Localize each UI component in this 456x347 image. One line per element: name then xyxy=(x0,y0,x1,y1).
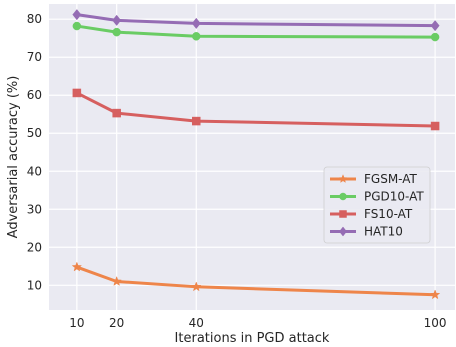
data-point-hat10 xyxy=(112,14,122,26)
legend: FGSM-AT PGD10-AT FS10-AT HAT10 xyxy=(323,166,431,244)
x-tick-label: 100 xyxy=(424,316,447,330)
data-point-fs10-at xyxy=(72,88,82,98)
grid xyxy=(49,4,455,310)
series-line-hat10 xyxy=(75,13,437,28)
data-point-fs10-at xyxy=(192,116,201,126)
series-line-fgsm-at xyxy=(75,265,437,297)
legend-marker xyxy=(338,174,348,183)
x-axis-label: Iterations in PGD attack xyxy=(175,331,330,346)
series-pgd10-at xyxy=(72,21,440,42)
data-point-fgsm-at xyxy=(429,289,441,300)
y-axis-label: Adversarial accuracy (%) xyxy=(6,76,21,239)
series-group xyxy=(71,9,441,300)
data-point-pgd10-at xyxy=(72,21,82,31)
legend-item-fs10-at: FS10-AT xyxy=(330,207,413,221)
data-point-fgsm-at xyxy=(191,281,202,292)
plot-area xyxy=(49,4,455,310)
legend-label: FS10-AT xyxy=(364,207,413,221)
legend-item-fgsm-at: FGSM-AT xyxy=(330,172,418,186)
legend-marker xyxy=(339,210,347,218)
x-tick-label: 40 xyxy=(189,316,204,330)
data-point-fs10-at xyxy=(430,121,440,131)
data-point-hat10 xyxy=(430,20,440,32)
y-tick-label: 10 xyxy=(27,278,42,292)
y-tick-label: 80 xyxy=(27,12,42,26)
y-tick-label: 30 xyxy=(27,202,42,216)
data-point-pgd10-at xyxy=(430,32,440,42)
legend-label: PGD10-AT xyxy=(364,190,424,204)
legend-item-hat10: HAT10 xyxy=(330,225,403,239)
data-point-fgsm-at xyxy=(71,261,83,272)
data-point-fs10-at xyxy=(112,108,121,118)
data-point-hat10 xyxy=(191,17,201,29)
data-point-fgsm-at xyxy=(111,275,122,286)
x-tick-label: 10 xyxy=(69,316,84,330)
series-line-pgd10-at xyxy=(75,24,437,39)
legend-label: FGSM-AT xyxy=(364,172,418,186)
legend-marker xyxy=(339,226,347,237)
series-fgsm-at xyxy=(71,261,441,300)
y-tick-label: 40 xyxy=(27,164,42,178)
y-tick-labels: 10 20 30 40 50 60 70 80 xyxy=(27,12,42,292)
series-line-fs10-at xyxy=(75,91,437,128)
x-tick-labels: 10 20 40 100 xyxy=(69,316,446,330)
legend-item-pgd10-at: PGD10-AT xyxy=(330,190,424,204)
y-tick-label: 50 xyxy=(27,126,42,140)
data-point-hat10 xyxy=(72,9,82,21)
data-point-pgd10-at xyxy=(192,32,201,41)
y-tick-label: 20 xyxy=(27,240,42,254)
data-point-pgd10-at xyxy=(112,27,121,37)
legend-marker xyxy=(339,192,347,201)
series-fs10-at xyxy=(72,88,440,131)
legend-label: HAT10 xyxy=(364,225,403,239)
x-tick-label: 20 xyxy=(109,316,124,330)
legend-box xyxy=(323,166,431,244)
series-hat10 xyxy=(72,9,440,32)
y-tick-label: 60 xyxy=(27,88,42,102)
y-tick-label: 70 xyxy=(27,50,42,64)
